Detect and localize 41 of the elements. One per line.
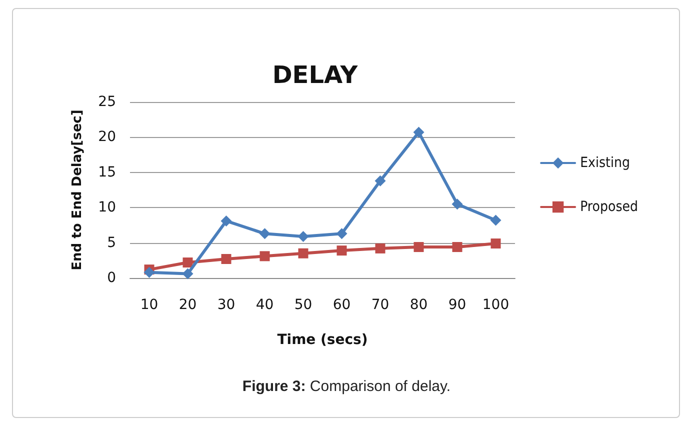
point: [490, 238, 501, 249]
caption: Figure 3: Comparison of delay.: [241, 378, 452, 395]
x-tick-label: 90: [448, 297, 466, 313]
x-tick-label: 50: [294, 297, 312, 313]
point: [260, 251, 270, 262]
y-tick-label: 25: [98, 94, 116, 110]
x-tick-label: 60: [332, 297, 351, 313]
point: [336, 228, 348, 240]
y-tick-label: 15: [98, 164, 116, 180]
point: [490, 214, 502, 226]
point: [298, 230, 309, 242]
x-axis-title: Time (secs): [277, 332, 368, 348]
y-tick-label: 5: [107, 234, 116, 251]
x-tick-label: 10: [140, 297, 158, 313]
y-tick-label: 20: [98, 129, 116, 146]
y-tick-label: 0: [107, 270, 116, 286]
point: [221, 254, 232, 264]
point: [374, 175, 386, 186]
x-tick-label: 80: [410, 297, 428, 313]
point: [298, 248, 308, 258]
point: [452, 198, 463, 210]
point: [452, 242, 462, 252]
chart-title: DELAY: [272, 61, 358, 89]
point: [336, 246, 347, 256]
point: [182, 258, 193, 268]
legend-label: Existing: [580, 155, 630, 171]
point: [144, 266, 155, 278]
y-axis-title: End to End Delay[sec]: [70, 110, 85, 270]
point: [414, 242, 424, 252]
x-tick-label: 100: [482, 297, 510, 313]
point: [182, 268, 194, 280]
x-tick-label: 70: [371, 297, 390, 313]
point: [259, 228, 270, 240]
x-tick-label: 30: [217, 297, 236, 313]
point: [220, 215, 232, 226]
point: [375, 243, 386, 254]
legend-label: Proposed: [580, 199, 638, 215]
x-tick-label: 20: [178, 297, 197, 313]
x-tick-label: 40: [256, 297, 274, 313]
y-tick-label: 10: [98, 200, 116, 216]
point: [413, 126, 424, 138]
